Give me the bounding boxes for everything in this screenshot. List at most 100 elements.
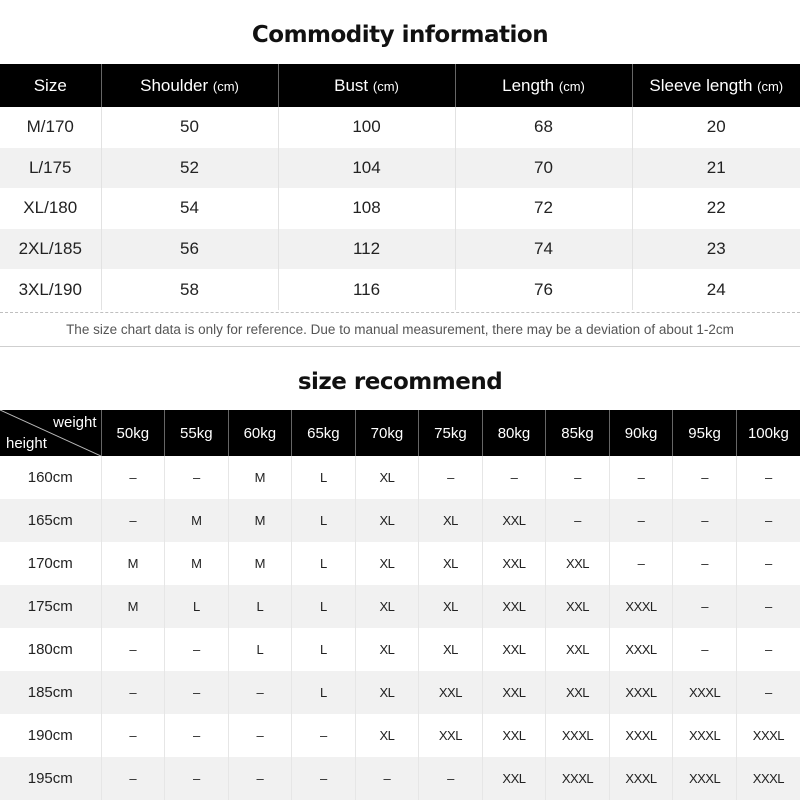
recommended-size-cell: –: [672, 499, 737, 542]
weight-header-cell: 85kg: [545, 410, 610, 456]
recommended-size-cell: –: [164, 671, 229, 714]
recommended-size-cell: XXL: [418, 671, 483, 714]
recommended-size-cell: –: [736, 671, 800, 714]
measurement-cell: 54: [101, 188, 279, 229]
recommended-size-cell: L: [291, 542, 356, 585]
weight-header-cell: 60kg: [228, 410, 293, 456]
height-cell: 175cm: [0, 585, 102, 628]
measurement-cell: 50: [101, 107, 279, 148]
recommended-size-cell: XXXL: [609, 628, 674, 671]
recommend-row: 195cm – – – – – – XXL XXXL XXXL XXXL XXXL: [0, 757, 800, 800]
recommend-row: 170cm M M M L XL XL XXL XXL – – –: [0, 542, 800, 585]
recommended-size-cell: XXXL: [609, 757, 674, 800]
recommended-size-cell: XL: [418, 628, 483, 671]
recommended-size-cell: XXL: [545, 671, 610, 714]
recommended-size-cell: XXL: [545, 542, 610, 585]
recommended-size-cell: XL: [355, 671, 420, 714]
measurement-cell: 74: [455, 228, 633, 270]
commodity-title: Commodity information: [251, 22, 549, 48]
measurement-cell: 24: [706, 279, 726, 299]
commodity-row: L/175 52 104 70 21: [0, 147, 800, 189]
recommended-size-cell: L: [291, 671, 356, 714]
recommended-size-cell: L: [291, 456, 356, 499]
recommended-size-cell: XXL: [482, 585, 547, 628]
commodity-header-row: Size Shoulder (cm) Bust (cm) Length (cm)…: [0, 64, 800, 107]
recommended-size-cell: –: [672, 628, 737, 671]
commodity-row: XL/180 54 108 72 22: [0, 188, 800, 229]
weight-header-cell: 80kg: [482, 410, 547, 456]
recommended-size-cell: L: [291, 499, 356, 542]
recommended-size-cell: –: [291, 757, 356, 800]
recommended-size-cell: XXL: [418, 714, 483, 757]
size-cell: 2XL/185: [0, 228, 102, 270]
recommended-size-cell: –: [164, 714, 229, 757]
recommended-size-cell: XL: [355, 499, 420, 542]
measurement-cell: 20: [706, 117, 726, 137]
recommend-row: 180cm – – L L XL XL XXL XXL XXXL – –: [0, 628, 800, 671]
recommended-size-cell: L: [291, 628, 356, 671]
recommended-size-cell: M: [164, 542, 229, 585]
recommended-size-cell: XL: [355, 628, 420, 671]
measurement-cell: 21: [632, 147, 800, 189]
recommended-size-cell: XXXL: [736, 757, 800, 800]
weight-header-cell: 95kg: [672, 410, 737, 456]
recommended-size-cell: L: [228, 628, 293, 671]
recommended-size-cell: M: [228, 456, 293, 499]
recommended-size-cell: XXL: [482, 628, 547, 671]
corner-weight-label: weight: [53, 414, 97, 431]
measurement-cell: 68: [455, 107, 633, 148]
recommended-size-cell: –: [228, 671, 293, 714]
recommended-size-cell: M: [228, 499, 293, 542]
commodity-row: 2XL/185 56 112 74 23: [0, 228, 800, 270]
recommended-size-cell: –: [355, 757, 420, 800]
recommend-row: 190cm – – – – XL XXL XXL XXXL XXXL XXXL XXXL: [0, 714, 800, 757]
measurement-cell: 58: [101, 269, 279, 310]
commodity-table: Size Shoulder (cm) Bust (cm) Length (cm)…: [0, 64, 800, 310]
recommended-size-cell: –: [736, 499, 800, 542]
recommended-size-cell: XXL: [482, 757, 547, 800]
recommended-size-cell: XXXL: [609, 671, 674, 714]
measurement-cell: 100: [278, 107, 456, 148]
recommended-size-cell: –: [482, 456, 547, 499]
recommended-size-cell: –: [228, 757, 293, 800]
measurement-cell: 56: [101, 228, 279, 270]
recommended-size-cell: XXXL: [672, 714, 737, 757]
recommended-size-cell: –: [765, 470, 772, 485]
recommended-size-cell: –: [418, 757, 483, 800]
recommended-size-cell: –: [164, 757, 229, 800]
recommended-size-cell: M: [164, 499, 229, 542]
weight-header-cell: 65kg: [291, 410, 356, 456]
recommended-size-cell: –: [164, 456, 229, 499]
recommended-size-cell: XXXL: [609, 714, 674, 757]
recommended-size-cell: L: [228, 585, 293, 628]
recommend-row: 185cm – – – L XL XXL XXL XXL XXXL XXXL –: [0, 671, 800, 714]
height-cell: 170cm: [0, 542, 102, 585]
height-cell: 180cm: [0, 628, 102, 671]
recommended-size-cell: XL: [418, 499, 483, 542]
measurement-cell: 52: [101, 147, 279, 189]
size-cell: M/170: [0, 107, 102, 148]
size-cell: XL/180: [0, 188, 102, 229]
corner-header-cell: weight height: [0, 410, 102, 456]
height-cell: 185cm: [0, 671, 102, 714]
recommended-size-cell: –: [672, 456, 737, 499]
recommend-row: 175cm M L L L XL XL XXL XXL XXXL – –: [0, 585, 800, 628]
recommended-size-cell: XL: [355, 456, 420, 499]
recommended-size-cell: XXL: [482, 671, 547, 714]
recommended-size-cell: XXXL: [545, 757, 610, 800]
measurement-cell: 70: [455, 147, 633, 189]
recommended-size-cell: XXL: [482, 714, 547, 757]
recommended-size-cell: –: [609, 456, 674, 499]
measurement-cell: 23: [632, 228, 800, 270]
recommended-size-cell: –: [765, 556, 772, 571]
recommended-size-cell: –: [101, 628, 166, 671]
recommended-size-cell: XL: [355, 714, 420, 757]
recommended-size-cell: –: [545, 499, 610, 542]
header-cell: Sleeve length (cm): [632, 64, 800, 107]
recommended-size-cell: –: [672, 585, 737, 628]
recommended-size-cell: XL: [355, 585, 420, 628]
recommended-size-cell: –: [418, 456, 483, 499]
recommended-size-cell: –: [545, 456, 610, 499]
height-cell: 195cm: [0, 757, 102, 800]
weight-header-cell: 75kg: [418, 410, 483, 456]
